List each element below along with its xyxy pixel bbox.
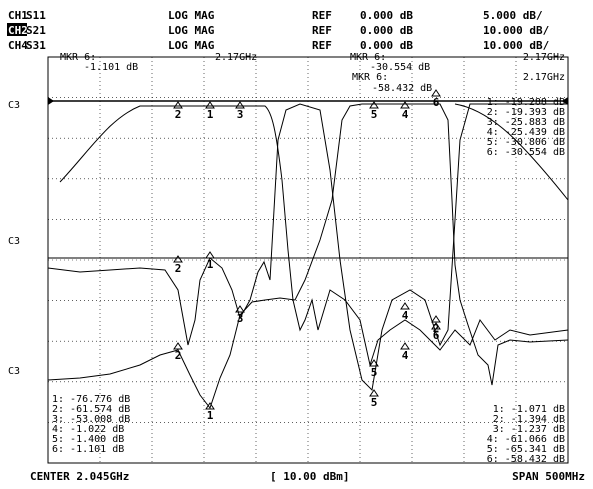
header-cell: CH1 (8, 9, 28, 22)
marker-number: 2 (175, 349, 182, 362)
marker-triangle (173, 342, 183, 350)
marker-triangle (431, 315, 441, 323)
marker-number: 1 (207, 258, 214, 271)
marker-triangle (205, 402, 215, 410)
marker-number: 5 (371, 396, 378, 409)
marker-number: 4 (402, 309, 409, 322)
marker-readout-freq: 2.17GHz (523, 72, 565, 83)
header-cell: REF (312, 9, 332, 22)
channel-label: C3 (8, 366, 20, 377)
header-cell: REF (312, 39, 332, 52)
trace-s11-skirt (454, 103, 569, 201)
header-cell: 10.000 dB/ (483, 39, 550, 52)
header-cell: LOG MAG (168, 9, 215, 22)
marker-readout-label: MKR 6: (350, 52, 386, 63)
marker-triangle (369, 359, 379, 367)
marker-number: 5 (371, 108, 378, 121)
marker-number: 6 (433, 329, 440, 342)
header-cell: S31 (26, 39, 46, 52)
trace-s21 (47, 103, 568, 392)
marker-list-entry: 2: -19.393 dB (487, 107, 565, 118)
marker-triangle (173, 101, 183, 109)
marker-triangle (235, 305, 245, 313)
marker-number: 5 (371, 366, 378, 379)
marker-triangle (369, 101, 379, 109)
marker-number: 1 (207, 409, 214, 422)
header-cell: CH4 (8, 39, 28, 52)
reference-marker (562, 97, 568, 105)
marker-readout-value: -1.101 dB (84, 62, 138, 73)
marker-triangle (235, 101, 245, 109)
marker-readout-label: MKR 6: (352, 72, 388, 83)
reference-marker (48, 97, 54, 105)
marker-number: 3 (237, 312, 244, 325)
marker-triangle (400, 342, 410, 350)
marker-triangle (369, 389, 379, 397)
marker-triangle (400, 101, 410, 109)
marker-readout-value: -58.432 dB (372, 83, 432, 94)
footer-power: [ 10.00 dBm] (270, 470, 349, 483)
header-cell: LOG MAG (168, 39, 215, 52)
header-cell: LOG MAG (168, 24, 215, 37)
marker-triangle (173, 255, 183, 263)
header-cell: REF (312, 24, 332, 37)
marker-list-entry: 1: -19.288 dB (487, 97, 565, 108)
trace-s11 (59, 105, 569, 367)
header-cell: 0.000 dB (360, 24, 413, 37)
marker-list-entry: 6: -58.432 dB (487, 454, 565, 465)
marker-list-entry: 1: -76.776 dB (52, 394, 130, 405)
marker-number: 6 (433, 96, 440, 109)
channel-label: C3 (8, 236, 20, 247)
header-cell: S11 (26, 9, 46, 22)
marker-triangle (205, 251, 215, 259)
marker-list-entry: 6: -1.101 dB (52, 444, 124, 455)
header-cell: 0.000 dB (360, 39, 413, 52)
marker-readout-label: MKR 6: (60, 52, 96, 63)
marker-list-entry: 5: -65.341 dB (487, 444, 565, 455)
marker-list-entry: 4: -1.022 dB (52, 424, 124, 435)
graticule (48, 57, 568, 463)
marker-list-entry: 5: -30.806 dB (487, 137, 565, 148)
marker-list-entry: 6: -30.554 dB (487, 147, 565, 158)
marker-triangle (431, 89, 441, 97)
marker-number: 2 (175, 262, 182, 275)
marker-readout-value: -30.554 dB (370, 62, 430, 73)
marker-readout-freq: 2.17GHz (523, 52, 565, 63)
header-cell: 10.000 dB/ (483, 24, 550, 37)
channel-label: C3 (8, 100, 20, 111)
marker-list-entry: 4: -61.066 dB (487, 434, 565, 445)
marker-triangle (400, 302, 410, 310)
active-channel-highlight (7, 23, 27, 36)
marker-number: 4 (402, 349, 409, 362)
marker-readout-freq: 2.17GHz (215, 52, 257, 63)
header-cell: 5.000 dB/ (483, 9, 543, 22)
footer-center: CENTER 2.045GHz (30, 470, 129, 483)
marker-list-entry: 2: -1.394 dB (493, 414, 565, 425)
marker-triangle (431, 322, 441, 330)
marker-number: 3 (237, 108, 244, 121)
marker-list-entry: 3: -1.237 dB (493, 424, 565, 435)
marker-list-entry: 5: -1.400 dB (52, 434, 124, 445)
marker-number: 2 (433, 322, 440, 335)
marker-list-entry: 3: -53.008 dB (52, 414, 130, 425)
footer-span: SPAN 500MHz (512, 470, 585, 483)
marker-triangle (205, 101, 215, 109)
marker-number: 2 (175, 108, 182, 121)
marker-list-entry: 1: -1.071 dB (493, 404, 565, 415)
header-cell: S21 (26, 24, 46, 37)
marker-list-entry: 3: -25.883 dB (487, 117, 565, 128)
marker-number: 1 (207, 108, 214, 121)
header-cell: 0.000 dB (360, 9, 413, 22)
trace-s31 (47, 103, 569, 410)
header-cell: CH2 (8, 24, 28, 37)
marker-list-entry: 4: -25.439 dB (487, 127, 565, 138)
marker-list-entry: 2: -61.574 dB (52, 404, 130, 415)
marker-number: 4 (402, 108, 409, 121)
